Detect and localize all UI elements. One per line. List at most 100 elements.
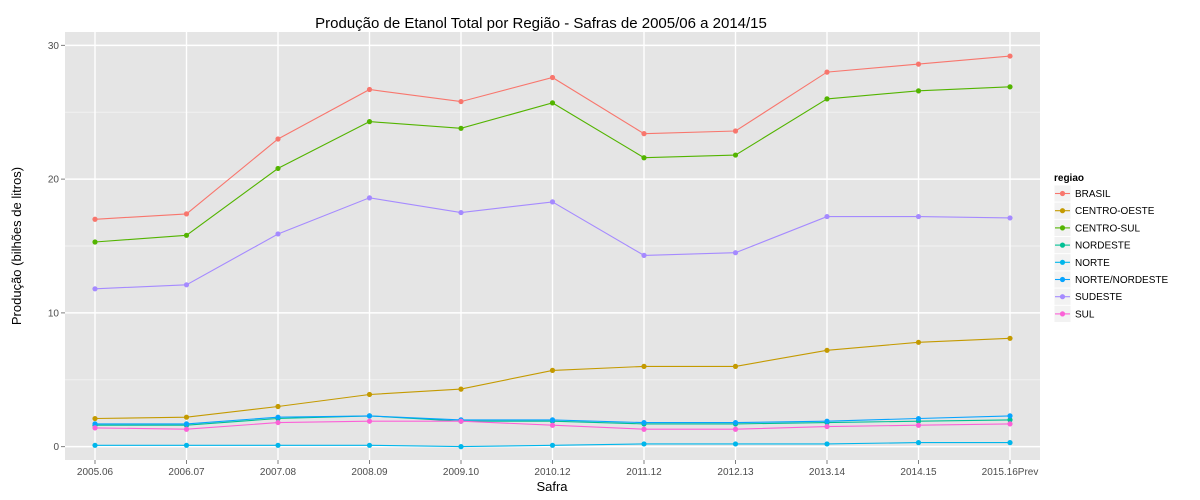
x-tick-label: 2015.16Prev (982, 467, 1039, 478)
chart-title: Produção de Etanol Total por Região - Sa… (315, 15, 767, 32)
legend-label: SUDESTE (1075, 292, 1123, 303)
legend-key-point (1059, 294, 1066, 300)
x-tick-label: 2014.15 (900, 467, 937, 478)
y-tick-label: 20 (48, 175, 60, 186)
data-point-norte (1007, 440, 1013, 446)
data-point-centro-oeste (732, 363, 739, 369)
legend-item-norte: NORTE (1053, 253, 1110, 272)
legend-key-point (1059, 190, 1066, 197)
data-point-norte-nordeste (183, 421, 190, 427)
data-point-centro-oeste (183, 414, 190, 420)
data-point-norte (275, 442, 281, 448)
data-point-brasil (366, 86, 373, 93)
data-point-sudeste (824, 213, 830, 220)
data-point-centro-sul (824, 96, 830, 102)
data-point-sul (732, 426, 739, 432)
data-point-centro-oeste (641, 363, 647, 369)
data-point-centro-oeste (1007, 335, 1013, 341)
series-layer (92, 53, 1013, 450)
x-tick-label: 2006.07 (168, 467, 205, 478)
data-point-brasil (824, 69, 830, 75)
data-point-centro-oeste (824, 347, 830, 353)
data-point-sul (366, 418, 373, 424)
legend-label: NORTE/NORDESTE (1075, 275, 1168, 286)
legend-item-sudeste: SUDESTE (1053, 287, 1123, 306)
data-point-norte-nordeste (824, 418, 830, 424)
x-tick-label: 2010.12 (534, 467, 571, 478)
y-tick-label: 10 (48, 308, 60, 319)
data-point-norte-nordeste (915, 415, 922, 422)
data-point-centro-oeste (275, 403, 281, 410)
series-norte (92, 440, 1013, 450)
data-point-norte (92, 442, 98, 448)
data-point-norte (915, 440, 922, 446)
x-axis-title: Safra (536, 479, 568, 494)
data-point-sul (824, 423, 830, 430)
series-norte-nordeste (92, 413, 1013, 427)
grid-lines (65, 32, 1040, 460)
data-point-centro-oeste (92, 415, 98, 422)
data-point-centro-oeste (549, 367, 556, 373)
legend-item-sul: SUL (1053, 304, 1095, 323)
legend-item-centro-oeste: CENTRO-OESTE (1053, 201, 1155, 220)
data-point-centro-oeste (366, 391, 373, 398)
data-point-sul (92, 425, 98, 431)
legend-key-point (1059, 242, 1066, 248)
data-point-norte-nordeste (732, 419, 739, 426)
data-point-brasil (641, 131, 647, 137)
data-point-sul (641, 426, 647, 432)
data-point-sudeste (1007, 215, 1013, 221)
legend-label: CENTRO-SUL (1075, 223, 1140, 234)
data-point-norte (641, 441, 647, 447)
y-tick-label: 0 (53, 442, 59, 453)
y-tick-label: 30 (48, 41, 60, 52)
data-point-centro-oeste (458, 386, 464, 392)
data-point-centro-sul (366, 119, 373, 125)
data-point-norte (824, 441, 830, 447)
legend-item-brasil: BRASIL (1053, 184, 1111, 203)
data-point-sul (549, 422, 556, 428)
x-tick-label: 2012.13 (717, 467, 754, 478)
legend-key-point (1059, 208, 1066, 214)
x-tick-label: 2008.09 (351, 467, 388, 478)
legend-item-norte-nordeste: NORTE/NORDESTE (1053, 270, 1168, 289)
x-tick-label: 2009.10 (443, 467, 480, 478)
legend-label: NORDESTE (1075, 241, 1131, 252)
series-centro-sul (92, 84, 1013, 245)
legend-label: BRASIL (1075, 189, 1111, 200)
data-point-brasil (92, 216, 98, 222)
data-point-centro-sul (275, 165, 281, 172)
data-point-norte-nordeste (275, 414, 281, 420)
legend-title: regiao (1054, 173, 1084, 184)
data-point-norte-nordeste (549, 417, 556, 423)
data-point-centro-sul (549, 100, 556, 106)
data-point-brasil (1007, 53, 1013, 59)
data-point-sul (458, 418, 464, 424)
data-point-norte-nordeste (1007, 413, 1013, 419)
data-point-centro-sul (1007, 84, 1013, 90)
data-point-brasil (915, 61, 922, 67)
y-axis: 0 10 20 30 (48, 41, 65, 453)
data-point-sul (275, 419, 281, 426)
data-point-centro-sul (92, 239, 98, 245)
data-point-norte (366, 442, 373, 448)
data-point-sudeste (549, 199, 556, 205)
data-point-sudeste (732, 250, 739, 256)
data-point-brasil (275, 136, 281, 142)
legend-item-centro-sul: CENTRO-SUL (1053, 218, 1140, 237)
legend-key-point (1059, 311, 1066, 317)
series-sul (92, 418, 1013, 432)
x-tick-label: 2005.06 (77, 467, 114, 478)
data-point-sudeste (183, 282, 190, 288)
legend: regiao BRASIL CENTRO-OESTE CENTRO-SUL NORDE… (1053, 173, 1168, 323)
legend-item-nordeste: NORDESTE (1053, 236, 1131, 255)
legend-key-point (1059, 259, 1066, 265)
x-axis: 2005.06 2006.07 2007.08 2008.09 2009.10 2010.… (77, 460, 1038, 478)
x-tick-label: 2007.08 (260, 467, 297, 478)
data-point-sudeste (915, 213, 922, 220)
data-point-sudeste (275, 231, 281, 237)
data-point-norte (732, 441, 739, 447)
data-point-sudeste (458, 209, 464, 216)
data-point-norte-nordeste (366, 413, 373, 419)
